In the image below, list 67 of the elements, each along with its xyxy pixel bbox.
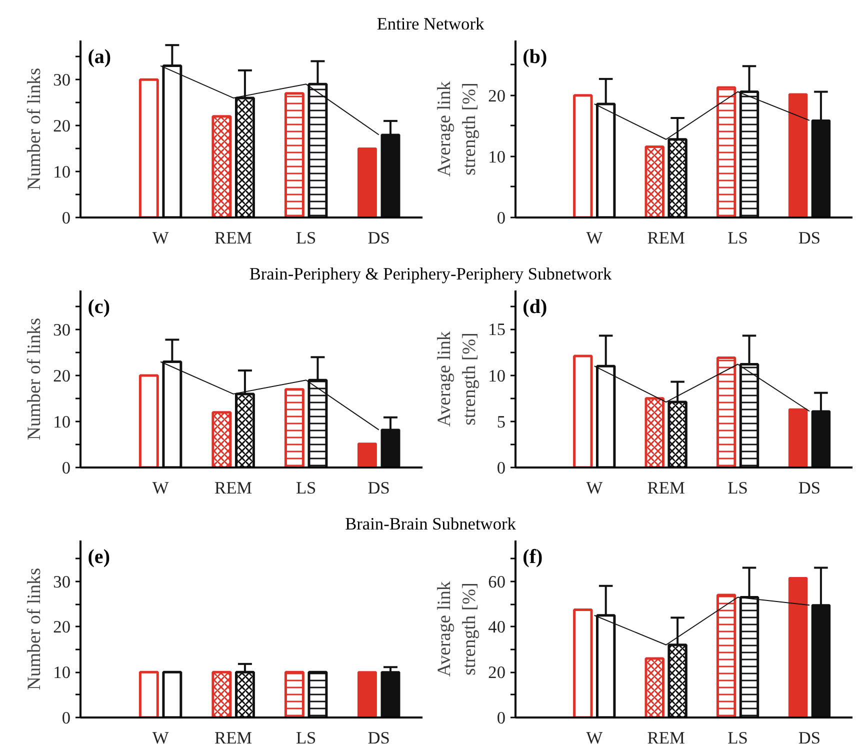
y-tick-label: 0: [62, 708, 71, 728]
bar: [357, 442, 377, 468]
y-tick-label: 20: [53, 618, 70, 637]
x-tick-label: W: [586, 228, 604, 248]
y-tick-label: 0: [62, 458, 71, 478]
y-tick-label: 10: [488, 147, 506, 166]
bar: [788, 576, 808, 718]
chart-title: Brain-Brain Subnetwork: [345, 514, 516, 534]
y-tick-label: 20: [488, 663, 506, 682]
y-tick-label: 5: [496, 412, 506, 432]
y-tick-label: 0: [62, 208, 71, 228]
y-tick-label: 0: [496, 708, 506, 728]
y-axis-title: Number of links: [24, 68, 46, 190]
y-tick-label: 60: [488, 572, 506, 592]
y-tick-label: 30: [53, 70, 70, 90]
annotation: (f): [522, 546, 543, 568]
x-tick-label: DS: [798, 478, 821, 498]
y-tick-label: 10: [53, 162, 70, 182]
y-axis-title: Number of links: [24, 318, 46, 440]
x-tick-label: W: [152, 728, 170, 748]
x-tick-label: DS: [368, 228, 390, 248]
y-tick-label: 20: [53, 116, 70, 136]
y-axis-title: Average link strength [%]: [434, 80, 480, 177]
x-tick-label: REM: [647, 478, 685, 498]
x-tick-label: LS: [728, 228, 748, 248]
bar: [788, 93, 808, 218]
annotation: (c): [88, 296, 110, 318]
x-tick-label: REM: [214, 478, 252, 498]
y-tick-label: 30: [53, 320, 70, 340]
y-tick-label: 20: [488, 86, 506, 106]
y-axis-title: Average link strength [%]: [434, 580, 480, 677]
x-tick-label: REM: [214, 228, 252, 248]
chart-title: Brain-Periphery & Periphery-Periphery Subnetwork: [249, 264, 612, 284]
x-tick-label: LS: [296, 728, 316, 748]
y-axis-title: Number of links: [24, 568, 46, 690]
x-tick-label: REM: [214, 728, 252, 748]
bar: [357, 148, 377, 218]
x-tick-label: LS: [728, 728, 748, 748]
y-axis-title: Average link strength [%]: [434, 330, 480, 427]
x-tick-label: REM: [647, 228, 685, 248]
x-tick-label: LS: [728, 478, 748, 498]
y-tick-label: 0: [496, 208, 506, 228]
annotation: (e): [88, 546, 110, 568]
chart-title: Entire Network: [376, 14, 484, 34]
annotation: (d): [522, 296, 548, 318]
y-tick-label: 10: [53, 412, 70, 432]
x-tick-label: W: [586, 728, 604, 748]
x-tick-label: DS: [798, 728, 821, 748]
y-tick-label: 10: [488, 366, 506, 386]
y-tick-label: 30: [53, 572, 70, 592]
annotation: (a): [88, 46, 112, 68]
x-tick-label: W: [152, 478, 170, 498]
y-tick-label: 20: [53, 366, 70, 386]
x-tick-label: DS: [798, 228, 821, 248]
x-tick-label: DS: [368, 478, 390, 498]
x-tick-label: LS: [296, 228, 316, 248]
annotation: (b): [522, 46, 548, 68]
x-tick-label: W: [586, 478, 604, 498]
x-tick-label: LS: [296, 478, 316, 498]
bar: [788, 408, 808, 468]
x-tick-label: DS: [368, 728, 390, 748]
y-tick-label: 10: [53, 663, 70, 682]
y-tick-label: 40: [488, 618, 506, 637]
x-tick-label: REM: [647, 728, 685, 748]
y-tick-label: 0: [496, 458, 506, 478]
x-tick-label: W: [152, 228, 170, 248]
y-tick-label: 15: [488, 320, 506, 340]
